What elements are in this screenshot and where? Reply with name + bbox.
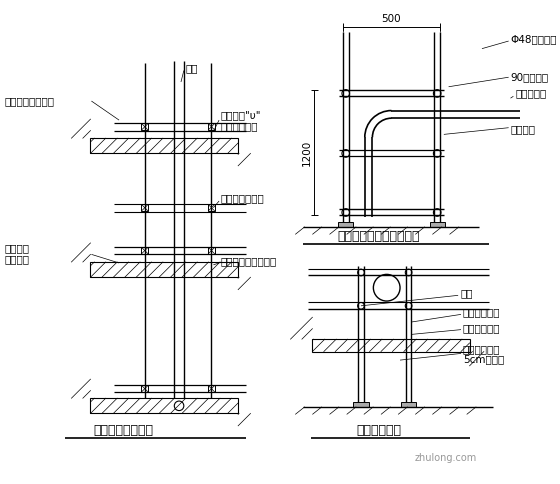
Bar xyxy=(91,138,238,153)
Text: zhulong.com: zhulong.com xyxy=(414,453,477,463)
Text: 托与楼板顶紧: 托与楼板顶紧 xyxy=(221,121,259,131)
Text: 1200: 1200 xyxy=(302,140,312,166)
Text: 架子上下垫方木: 架子上下垫方木 xyxy=(221,193,265,203)
Bar xyxy=(208,247,215,254)
Text: 水平管支撑: 水平管支撑 xyxy=(515,89,547,98)
Bar xyxy=(353,402,368,407)
Circle shape xyxy=(433,209,441,216)
Circle shape xyxy=(358,302,365,309)
Text: 500: 500 xyxy=(382,14,402,24)
Text: 木楔子将: 木楔子将 xyxy=(5,243,30,254)
Bar xyxy=(401,402,416,407)
Bar xyxy=(91,398,238,413)
Circle shape xyxy=(358,269,365,276)
Text: 泵管: 泵管 xyxy=(186,63,198,73)
Circle shape xyxy=(174,401,184,410)
Bar xyxy=(312,339,470,351)
Text: 90度弯头管: 90度弯头管 xyxy=(511,72,549,82)
Text: 泵管固定: 泵管固定 xyxy=(5,254,30,264)
Bar xyxy=(142,204,148,211)
Circle shape xyxy=(405,302,412,309)
Text: 水平泵管固定: 水平泵管固定 xyxy=(357,424,402,437)
Text: 泵管: 泵管 xyxy=(460,288,473,299)
Text: 钢管支架固定: 钢管支架固定 xyxy=(463,323,501,333)
Text: 架子管和"υ": 架子管和"υ" xyxy=(221,110,262,121)
Text: 5cm厚垫板: 5cm厚垫板 xyxy=(463,354,504,364)
Circle shape xyxy=(342,90,349,97)
Text: 砼楼面上需加: 砼楼面上需加 xyxy=(463,344,501,354)
Bar xyxy=(91,262,238,277)
Text: Φ48钢管支架: Φ48钢管支架 xyxy=(511,34,557,44)
Bar xyxy=(430,222,445,227)
Bar xyxy=(208,385,215,392)
Bar xyxy=(338,222,353,227)
Text: 架子管托住泵管卡子: 架子管托住泵管卡子 xyxy=(221,256,277,266)
Text: 水平泵管垂直上弯处固定: 水平泵管垂直上弯处固定 xyxy=(338,230,421,243)
Circle shape xyxy=(342,150,349,157)
Bar xyxy=(142,247,148,254)
Text: 泵管穿楼板固定图: 泵管穿楼板固定图 xyxy=(94,424,154,437)
Circle shape xyxy=(405,269,412,276)
Circle shape xyxy=(433,150,441,157)
Circle shape xyxy=(342,209,349,216)
Bar xyxy=(142,123,148,130)
Text: 钢管支架: 钢管支架 xyxy=(511,124,535,135)
Bar xyxy=(208,204,215,211)
Text: 管卡附近搭设: 管卡附近搭设 xyxy=(463,307,501,318)
Circle shape xyxy=(374,274,400,301)
Bar xyxy=(142,385,148,392)
Bar xyxy=(208,123,215,130)
Circle shape xyxy=(433,90,441,97)
Text: 木楔子将泵管固定: 木楔子将泵管固定 xyxy=(5,96,55,106)
